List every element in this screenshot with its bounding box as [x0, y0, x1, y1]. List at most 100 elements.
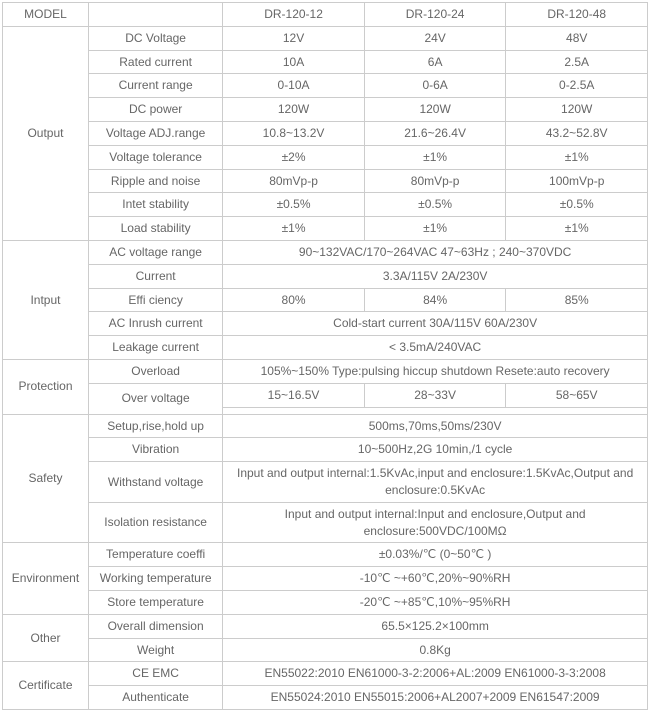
table-row: AC Inrush current Cold-start current 30A…	[3, 312, 648, 336]
param-cell: Store temperature	[88, 590, 222, 614]
value-cell: 12V	[223, 26, 365, 50]
table-row: Withstand voltage Input and output inter…	[3, 462, 648, 503]
param-cell: Leakage current	[88, 336, 222, 360]
group-other: Other	[3, 614, 89, 662]
table-row: Load stability ±1% ±1% ±1%	[3, 217, 648, 241]
group-environment: Environment	[3, 543, 89, 614]
param-cell: Rated current	[88, 50, 222, 74]
table-row: Voltage tolerance ±2% ±1% ±1%	[3, 145, 648, 169]
table-row: Current 3.3A/115V 2A/230V	[3, 264, 648, 288]
table-row: Protection Overload 105%~150% Type:pulsi…	[3, 359, 648, 383]
value-cell: 48V	[506, 26, 648, 50]
header-blank	[88, 3, 222, 27]
value-cell: EN55022:2010 EN61000-3-2:2006+AL:2009 EN…	[223, 662, 648, 686]
table-row: Store temperature -20℃ ~+85℃,10%~95%RH	[3, 590, 648, 614]
value-cell: 0-10A	[223, 74, 365, 98]
value-cell: 10~500Hz,2G 10min,/1 cycle	[223, 438, 648, 462]
value-cell: 65.5×125.2×100mm	[223, 614, 648, 638]
value-cell: -20℃ ~+85℃,10%~95%RH	[223, 590, 648, 614]
value-cell: 80mVp-p	[364, 169, 506, 193]
param-cell: Overload	[88, 359, 222, 383]
param-cell: Weight	[88, 638, 222, 662]
value-cell: 120W	[223, 98, 365, 122]
param-cell: Isolation resistance	[88, 502, 222, 543]
value-cell: 120W	[364, 98, 506, 122]
param-cell: AC Inrush current	[88, 312, 222, 336]
table-row: Weight 0.8Kg	[3, 638, 648, 662]
value-cell	[223, 407, 648, 414]
table-row: Certificate CE EMC EN55022:2010 EN61000-…	[3, 662, 648, 686]
table-row: Over voltage 15~16.5V 28~33V 58~65V	[3, 383, 648, 407]
table-row: Effi ciency 80% 84% 85%	[3, 288, 648, 312]
value-cell: 80mVp-p	[223, 169, 365, 193]
value-cell: Input and output internal:Input and encl…	[223, 502, 648, 543]
table-row: Rated current 10A 6A 2.5A	[3, 50, 648, 74]
param-cell: Working temperature	[88, 567, 222, 591]
value-cell: 80%	[223, 288, 365, 312]
value-cell: -10℃ ~+60℃,20%~90%RH	[223, 567, 648, 591]
value-cell: ±1%	[364, 145, 506, 169]
param-cell: Ripple and noise	[88, 169, 222, 193]
value-cell: 28~33V	[364, 383, 506, 407]
value-cell: 43.2~52.8V	[506, 121, 648, 145]
table-header-row: MODEL DR-120-12 DR-120-24 DR-120-48	[3, 3, 648, 27]
value-cell: < 3.5mA/240VAC	[223, 336, 648, 360]
param-cell: Effi ciency	[88, 288, 222, 312]
table-row: Voltage ADJ.range 10.8~13.2V 21.6~26.4V …	[3, 121, 648, 145]
value-cell: ±1%	[223, 217, 365, 241]
value-cell: Cold-start current 30A/115V 60A/230V	[223, 312, 648, 336]
value-cell: ±1%	[364, 217, 506, 241]
param-cell: DC Voltage	[88, 26, 222, 50]
table-row: Vibration 10~500Hz,2G 10min,/1 cycle	[3, 438, 648, 462]
value-cell: 10.8~13.2V	[223, 121, 365, 145]
param-cell: Overall dimension	[88, 614, 222, 638]
value-cell: 10A	[223, 50, 365, 74]
table-row: Authenticate EN55024:2010 EN55015:2006+A…	[3, 686, 648, 710]
value-cell: 84%	[364, 288, 506, 312]
table-row: Intput AC voltage range 90~132VAC/170~26…	[3, 240, 648, 264]
value-cell: 120W	[506, 98, 648, 122]
value-cell: 0-6A	[364, 74, 506, 98]
value-cell: ±2%	[223, 145, 365, 169]
value-cell: 24V	[364, 26, 506, 50]
param-cell: Setup,rise,hold up	[88, 414, 222, 438]
table-row: Working temperature -10℃ ~+60℃,20%~90%RH	[3, 567, 648, 591]
table-row: Leakage current < 3.5mA/240VAC	[3, 336, 648, 360]
value-cell: 3.3A/115V 2A/230V	[223, 264, 648, 288]
param-cell: Temperature coeffi	[88, 543, 222, 567]
value-cell: 0.8Kg	[223, 638, 648, 662]
value-cell: 2.5A	[506, 50, 648, 74]
table-row: Intet stability ±0.5% ±0.5% ±0.5%	[3, 193, 648, 217]
value-cell: 500ms,70ms,50ms/230V	[223, 414, 648, 438]
value-cell: 105%~150% Type:pulsing hiccup shutdown R…	[223, 359, 648, 383]
header-col3: DR-120-48	[506, 3, 648, 27]
table-row: Output DC Voltage 12V 24V 48V	[3, 26, 648, 50]
group-input: Intput	[3, 240, 89, 359]
value-cell: ±0.5%	[506, 193, 648, 217]
group-certificate: Certificate	[3, 662, 89, 710]
value-cell: ±0.5%	[223, 193, 365, 217]
param-cell: Authenticate	[88, 686, 222, 710]
value-cell: ±1%	[506, 145, 648, 169]
param-cell: DC power	[88, 98, 222, 122]
param-cell: Current range	[88, 74, 222, 98]
value-cell: 21.6~26.4V	[364, 121, 506, 145]
param-cell: Voltage tolerance	[88, 145, 222, 169]
table-row: DC power 120W 120W 120W	[3, 98, 648, 122]
value-cell: EN55024:2010 EN55015:2006+AL2007+2009 EN…	[223, 686, 648, 710]
param-cell: AC voltage range	[88, 240, 222, 264]
value-cell: 90~132VAC/170~264VAC 47~63Hz ; 240~370VD…	[223, 240, 648, 264]
table-row: Isolation resistance Input and output in…	[3, 502, 648, 543]
header-col2: DR-120-24	[364, 3, 506, 27]
header-model: MODEL	[3, 3, 89, 27]
group-safety: Safety	[3, 414, 89, 543]
table-row: Current range 0-10A 0-6A 0-2.5A	[3, 74, 648, 98]
param-cell: Withstand voltage	[88, 462, 222, 503]
param-cell: Over voltage	[88, 383, 222, 414]
param-cell: Vibration	[88, 438, 222, 462]
spec-table: MODEL DR-120-12 DR-120-24 DR-120-48 Outp…	[2, 2, 648, 710]
group-output: Output	[3, 26, 89, 240]
value-cell: ±0.5%	[364, 193, 506, 217]
table-row: Other Overall dimension 65.5×125.2×100mm	[3, 614, 648, 638]
header-col1: DR-120-12	[223, 3, 365, 27]
